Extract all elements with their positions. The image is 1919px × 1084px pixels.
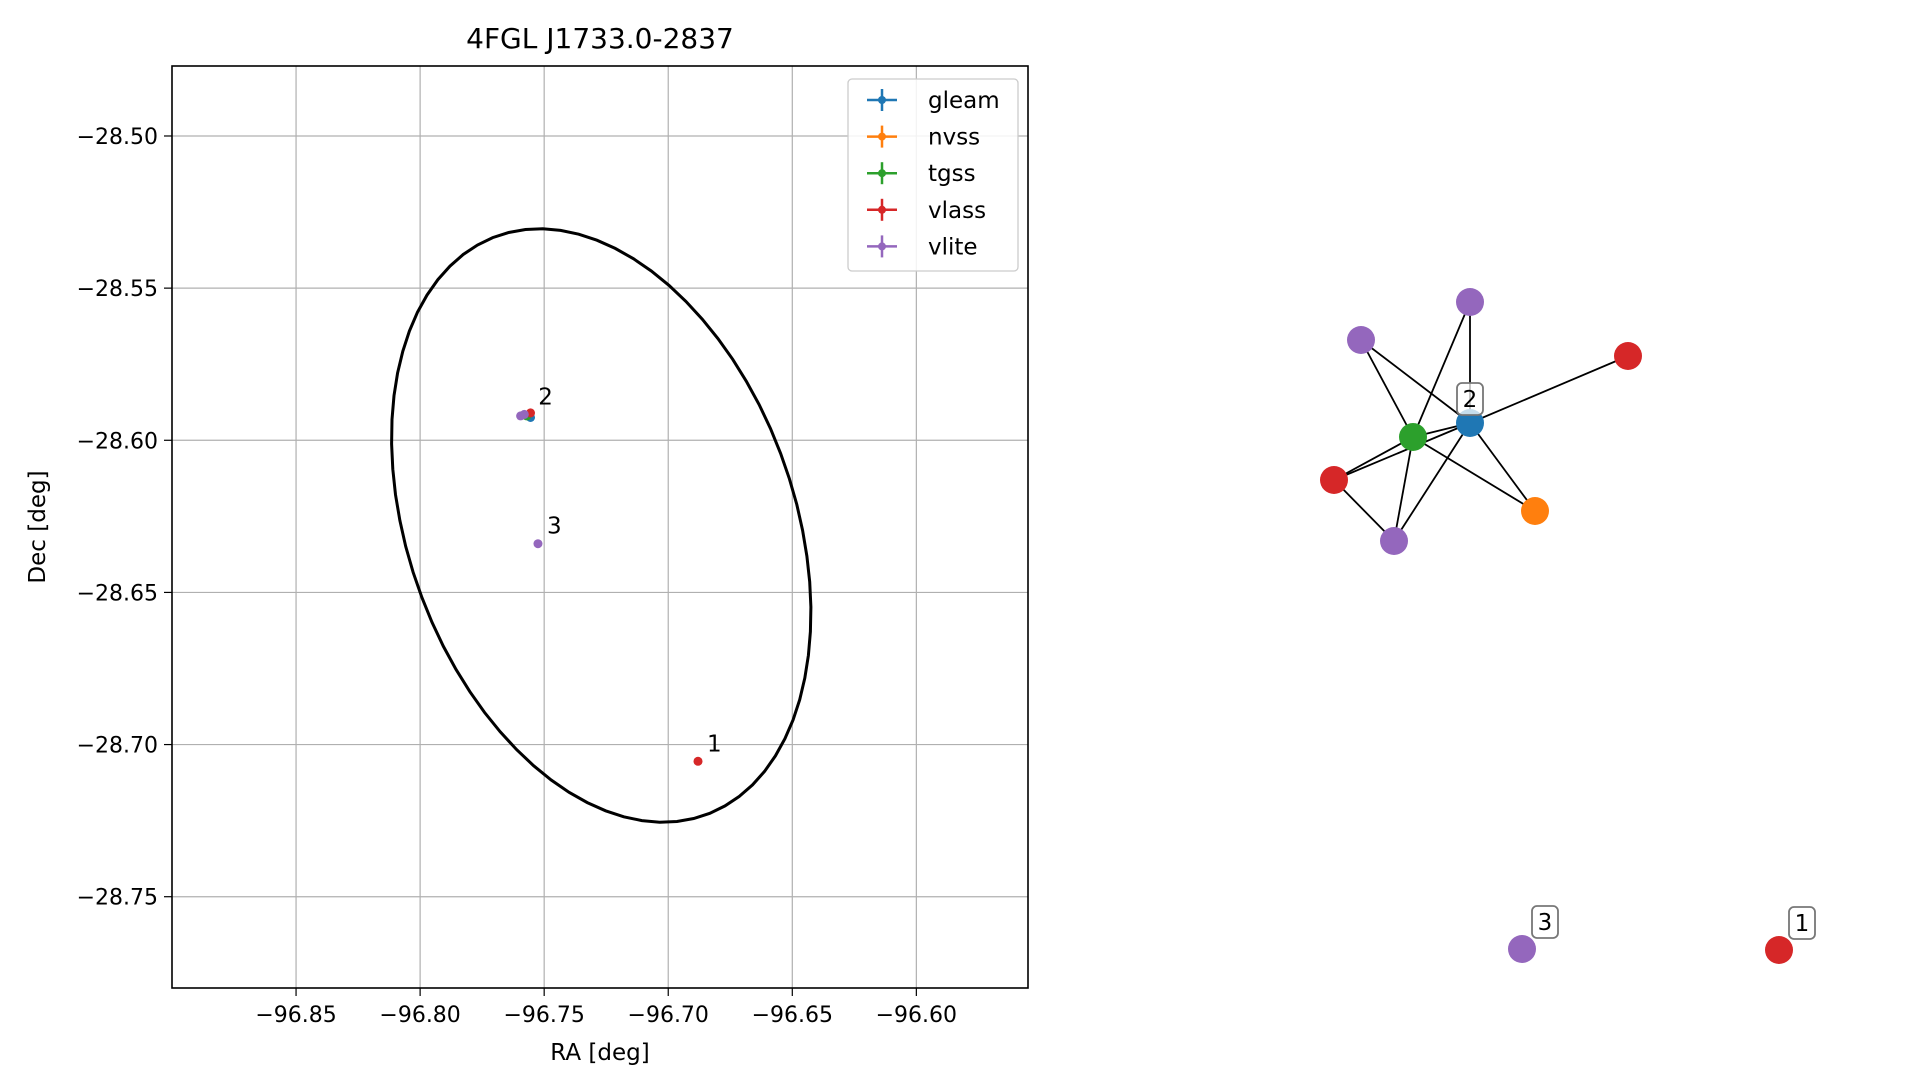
x-axis-label: RA [deg] bbox=[550, 1040, 649, 1066]
point-vlite bbox=[519, 409, 529, 419]
legend-box bbox=[847, 78, 1019, 272]
x-tick-label: −96.60 bbox=[876, 1003, 957, 1028]
y-axis-ticks: −28.50 −28.55 −28.60 −28.65 −28.70 −28.75 bbox=[77, 125, 172, 911]
legend-label-gleam: gleam bbox=[928, 88, 1000, 114]
confidence-ellipse bbox=[390, 227, 813, 824]
y-tick-label: −28.70 bbox=[77, 734, 158, 759]
network-edge bbox=[1393, 436, 1414, 542]
y-tick-label: −28.55 bbox=[77, 277, 158, 302]
legend-marker-dot bbox=[878, 132, 886, 141]
chart-title: 4FGL J1733.0-2837 bbox=[466, 22, 734, 55]
legend-label-vlite: vlite bbox=[928, 234, 978, 260]
network-edge bbox=[1333, 422, 1471, 481]
legend-label-tgss: tgss bbox=[928, 161, 976, 187]
network-node bbox=[1347, 326, 1375, 354]
network-edge bbox=[1469, 422, 1536, 512]
network-node bbox=[1765, 936, 1793, 964]
x-tick-label: −96.75 bbox=[503, 1003, 584, 1028]
network-edge bbox=[1412, 301, 1471, 438]
plot-frame bbox=[171, 65, 1029, 989]
y-tick-label: −28.50 bbox=[77, 125, 158, 150]
point-annotation: 3 bbox=[547, 514, 562, 540]
point-annotations: 1 2 3 bbox=[538, 384, 721, 757]
network-edge bbox=[1469, 355, 1629, 424]
network-labels: 2 3 1 bbox=[1456, 382, 1816, 940]
legend-marker-dot bbox=[878, 242, 886, 251]
network-node-label: 3 bbox=[1538, 910, 1553, 936]
network-node bbox=[1380, 527, 1408, 555]
network-panel: 2 3 1 bbox=[1320, 288, 1816, 964]
legend-marker-dot bbox=[878, 169, 886, 178]
network-nodes bbox=[1320, 288, 1793, 964]
network-node bbox=[1521, 497, 1549, 525]
legend-marker-dot bbox=[878, 96, 886, 104]
legend: gleam nvss tgss vlass vlite bbox=[847, 78, 1019, 272]
x-tick-label: −96.65 bbox=[752, 1003, 833, 1028]
network-edge bbox=[1393, 422, 1471, 542]
network-edges bbox=[1333, 301, 1629, 542]
confidence-ellipse-layer bbox=[390, 227, 813, 824]
x-tick-label: −96.70 bbox=[628, 1003, 709, 1028]
network-edge bbox=[1333, 479, 1395, 542]
network-node bbox=[1614, 342, 1642, 370]
network-node bbox=[1399, 423, 1427, 451]
legend-label-vlass: vlass bbox=[928, 198, 986, 224]
point-vlass bbox=[693, 756, 703, 766]
y-tick-label: −28.60 bbox=[77, 429, 158, 454]
network-edge bbox=[1333, 436, 1414, 481]
network-label-box bbox=[1456, 382, 1484, 416]
network-node bbox=[1456, 288, 1484, 316]
x-tick-label: −96.85 bbox=[255, 1003, 336, 1028]
network-node bbox=[1320, 466, 1348, 494]
y-tick-label: −28.65 bbox=[77, 581, 158, 606]
grid bbox=[172, 66, 1028, 988]
data-points bbox=[516, 408, 703, 766]
network-node bbox=[1456, 409, 1484, 437]
point-annotation: 2 bbox=[538, 384, 553, 410]
network-label-box bbox=[1788, 906, 1816, 940]
point-vlite bbox=[533, 539, 543, 549]
network-node-label: 2 bbox=[1463, 387, 1478, 413]
x-tick-label: −96.80 bbox=[379, 1003, 460, 1028]
point-annotation: 1 bbox=[707, 731, 722, 757]
network-edge bbox=[1360, 339, 1471, 424]
y-tick-label: −28.75 bbox=[77, 886, 158, 911]
scatter-panel: 4FGL J1733.0-2837 1 2 3 −96.85 −96.80 −96.75… bbox=[25, 22, 1029, 1066]
network-edge bbox=[1360, 339, 1414, 438]
network-node bbox=[1508, 935, 1536, 963]
y-axis-label: Dec [deg] bbox=[25, 470, 51, 583]
network-node-label: 1 bbox=[1795, 911, 1810, 937]
x-axis-ticks: −96.85 −96.80 −96.75 −96.70 −96.65 −96.60 bbox=[255, 988, 957, 1028]
network-edge bbox=[1412, 436, 1536, 512]
legend-marker-dot bbox=[878, 205, 886, 214]
legend-label-nvss: nvss bbox=[928, 125, 980, 151]
network-label-box bbox=[1531, 905, 1559, 939]
